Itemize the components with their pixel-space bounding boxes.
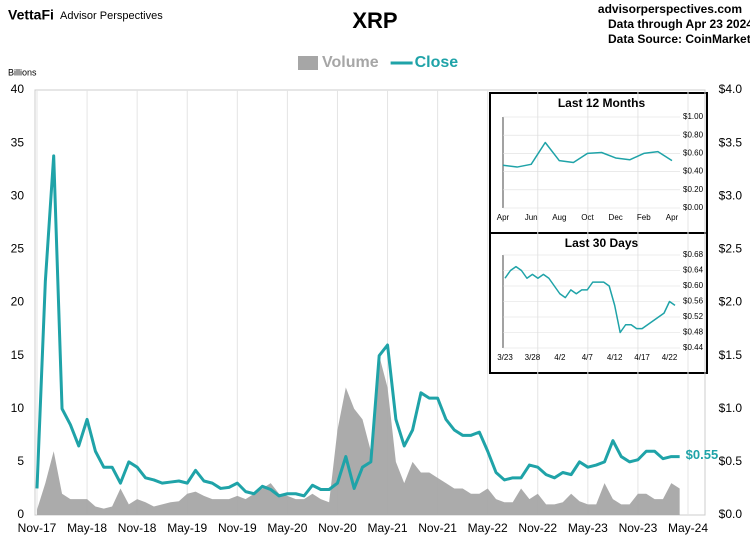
inset-frame (489, 232, 708, 374)
y-tick-label: $0.40 (683, 167, 704, 176)
y-tick-label: 40 (11, 82, 25, 96)
x-tick-label: May-18 (67, 521, 107, 535)
y-tick-label: $0.20 (683, 185, 704, 194)
y-axis-label: Billions (8, 67, 37, 77)
x-tick-label: Nov-19 (218, 521, 257, 535)
y2-tick-label: $0.0 (719, 507, 743, 521)
x-tick-label: Nov-23 (619, 521, 658, 535)
x-tick-label: May-23 (568, 521, 608, 535)
x-tick-label: 4/7 (582, 353, 594, 362)
y-tick-label: $0.44 (683, 343, 704, 352)
y2-tick-label: $2.5 (719, 242, 743, 256)
x-tick-label: Jun (525, 213, 538, 222)
y-tick-label: 10 (11, 401, 25, 415)
site: advisorperspectives.com (598, 2, 742, 16)
x-tick-label: Apr (497, 213, 510, 222)
y-tick-label: $0.80 (683, 130, 704, 139)
y-tick-label: 15 (11, 348, 25, 362)
chart-title: Last 30 Days (565, 236, 639, 250)
y-tick-label: $0.60 (683, 149, 704, 158)
x-tick-label: May-21 (368, 521, 408, 535)
x-tick-label: Nov-21 (418, 521, 457, 535)
x-tick-label: Aug (552, 213, 566, 222)
y2-tick-label: $1.0 (719, 401, 743, 415)
y-tick-label: $0.48 (683, 328, 704, 337)
x-tick-label: 4/12 (607, 353, 623, 362)
y-tick-label: $0.60 (683, 281, 704, 290)
y-tick-label: 30 (11, 188, 25, 202)
y-tick-label: $0.64 (683, 266, 704, 275)
x-tick-label: Nov-20 (318, 521, 357, 535)
close-line (504, 265, 676, 334)
legend-swatch (298, 56, 318, 70)
legend-label: Close (415, 54, 459, 71)
y-tick-label: 25 (11, 242, 25, 256)
y2-tick-label: $2.0 (719, 295, 743, 309)
chart-title: Last 12 Months (558, 96, 646, 110)
brand-sub: Advisor Perspectives (60, 10, 163, 22)
y-tick-label: 5 (17, 454, 24, 468)
y-tick-label: $0.52 (683, 312, 704, 321)
x-tick-label: May-22 (468, 521, 508, 535)
y-tick-label: $0.00 (683, 203, 704, 212)
close-line (502, 141, 673, 168)
legend-label: Volume (322, 54, 379, 71)
x-tick-label: 4/2 (554, 353, 566, 362)
y-tick-label: $0.68 (683, 250, 704, 259)
x-tick-label: 4/17 (634, 353, 650, 362)
y-tick-label: $1.00 (683, 112, 704, 121)
x-tick-label: Nov-18 (118, 521, 157, 535)
y2-tick-label: $4.0 (719, 82, 743, 96)
x-tick-label: Oct (581, 213, 594, 222)
close-line (35, 154, 680, 498)
y-tick-label: 20 (11, 295, 25, 309)
y2-tick-label: $3.0 (719, 188, 743, 202)
y-tick-label: 0 (17, 507, 24, 521)
x-tick-label: Nov-17 (18, 521, 57, 535)
y2-tick-label: $3.5 (719, 135, 743, 149)
source: Data Source: CoinMarketCap (608, 32, 750, 46)
brand: VettaFi (8, 7, 54, 23)
y2-tick-label: $0.5 (719, 454, 743, 468)
value-label: $0.55 (686, 447, 719, 462)
x-tick-label: May-24 (668, 521, 708, 535)
x-tick-label: May-19 (167, 521, 207, 535)
x-tick-label: Dec (609, 213, 623, 222)
x-tick-label: Nov-22 (518, 521, 557, 535)
x-tick-label: Feb (637, 213, 651, 222)
volume-area (37, 355, 680, 515)
x-tick-label: May-20 (267, 521, 307, 535)
x-tick-label: 4/22 (662, 353, 678, 362)
chart-title: XRP (352, 8, 397, 33)
data-through: Data through Apr 23 2024 (608, 17, 750, 31)
inset-frame (489, 92, 708, 234)
y-tick-label: 35 (11, 135, 25, 149)
x-tick-label: 3/28 (525, 353, 541, 362)
y2-tick-label: $1.5 (719, 348, 743, 362)
y-tick-label: $0.56 (683, 297, 704, 306)
x-tick-label: Apr (666, 213, 679, 222)
x-tick-label: 3/23 (497, 353, 513, 362)
